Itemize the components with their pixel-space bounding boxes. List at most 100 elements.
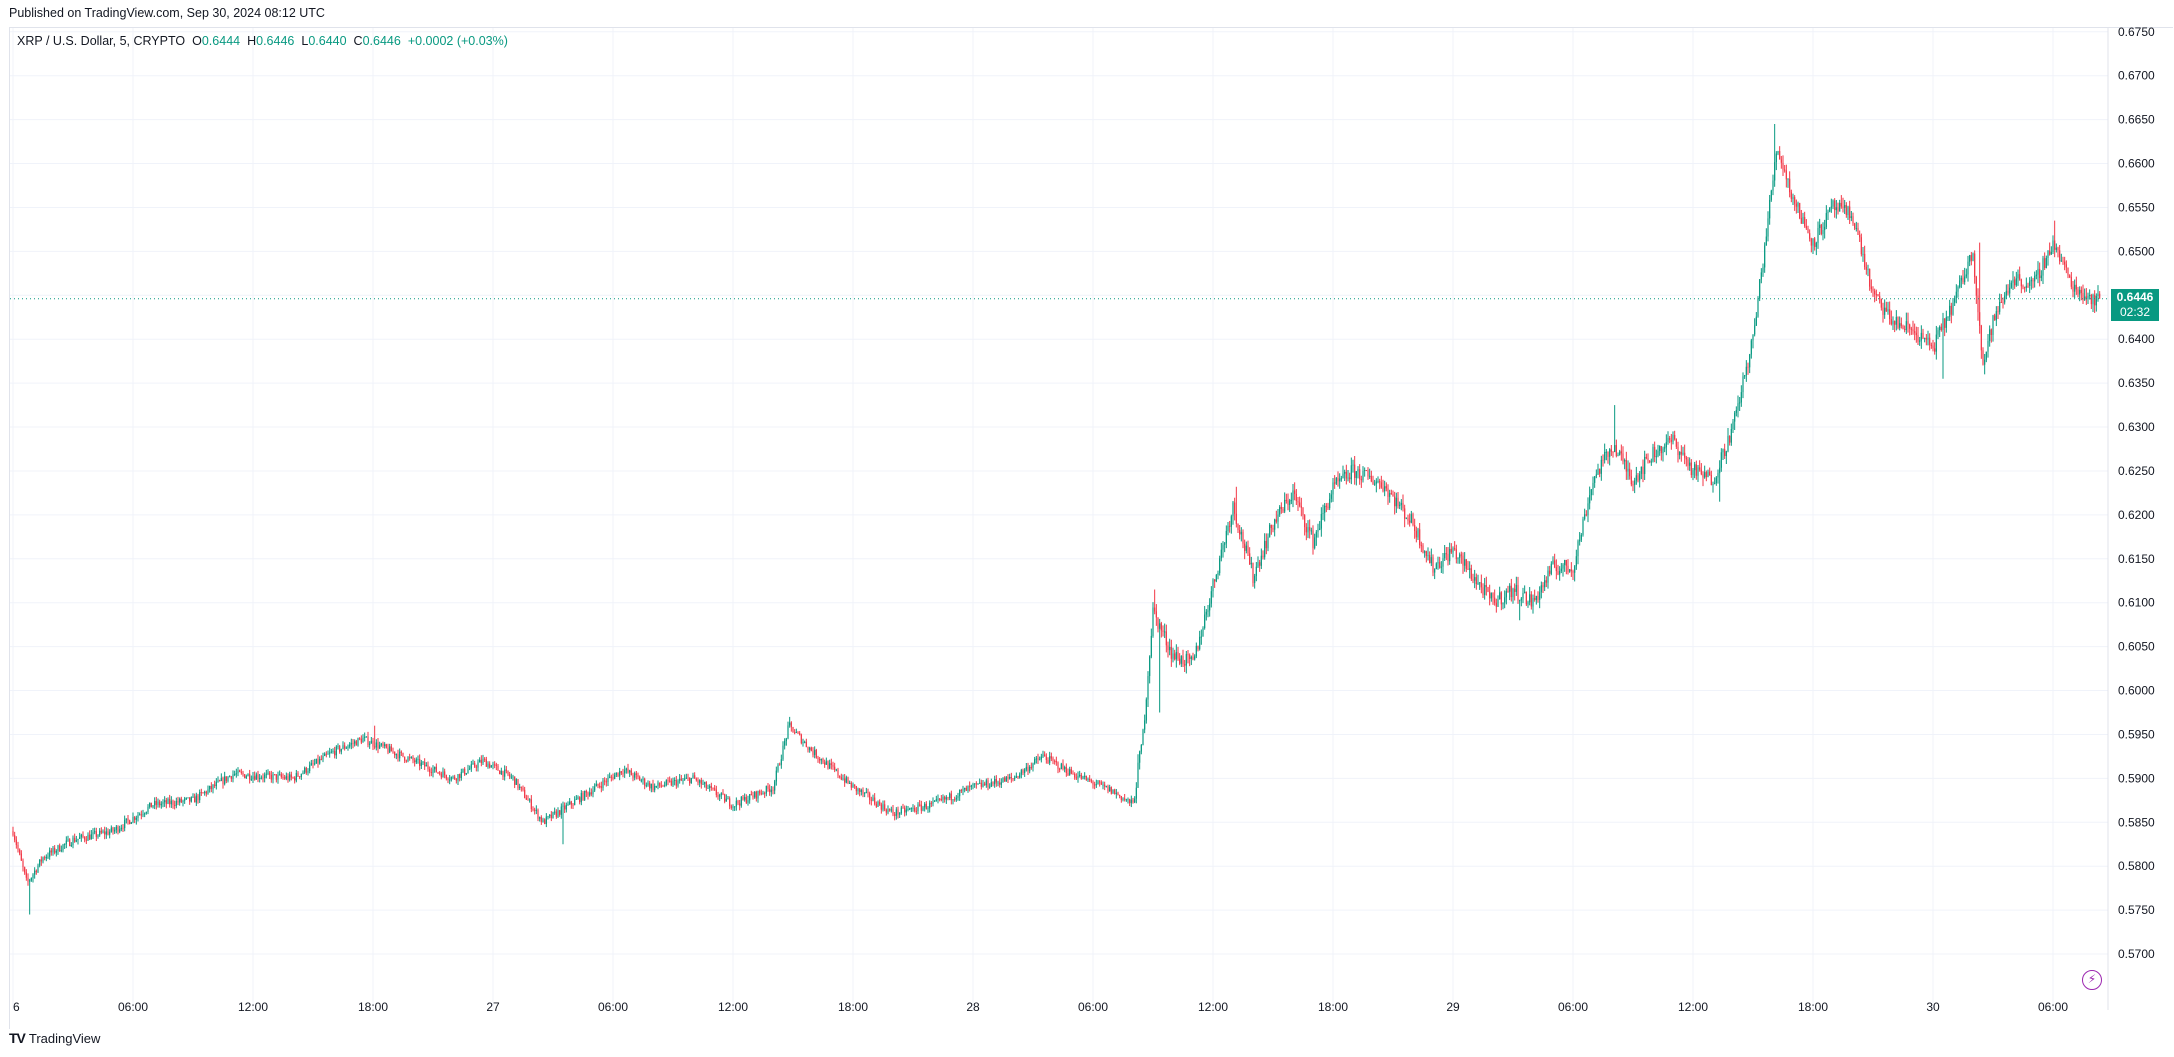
candle-body [2082, 293, 2084, 301]
candle-body [1670, 440, 1672, 442]
candle-body [1052, 758, 1054, 761]
candle-body [1775, 153, 1777, 163]
candle-body [1112, 789, 1114, 794]
candle-body [980, 782, 982, 787]
candle-body [894, 814, 896, 816]
candle-body [117, 826, 119, 832]
candle-body [135, 817, 137, 820]
candle-body [2024, 287, 2026, 289]
candle-body [1485, 585, 1487, 588]
candle-body [787, 725, 789, 739]
candle-body [1714, 483, 1716, 485]
candle-body [865, 791, 867, 793]
candle-body [1039, 759, 1041, 761]
candle-body [2005, 290, 2007, 296]
candle-body [900, 807, 902, 814]
candle-body [585, 790, 587, 793]
candle-body [664, 785, 666, 787]
candle-body [762, 792, 764, 794]
candle-body [1182, 656, 1184, 665]
candle-body [2054, 240, 2056, 250]
candle-body [1035, 758, 1037, 760]
candle-body [12, 831, 14, 836]
candle-body [567, 804, 569, 806]
candle-body [294, 777, 296, 781]
tradingview-brand[interactable]: TV TradingView [9, 1030, 100, 1046]
candle-body [1735, 410, 1737, 413]
candle-body [255, 774, 257, 780]
candle-body [689, 777, 691, 784]
candle-body [1194, 656, 1196, 660]
candle-body [977, 783, 979, 785]
candle-body [1977, 295, 1979, 313]
candle-body [19, 849, 21, 854]
candle-body [725, 798, 727, 802]
candle-body [312, 763, 314, 765]
candle-body [542, 819, 544, 823]
candle-body [282, 776, 284, 778]
candle-body [1170, 646, 1172, 659]
candle-body [402, 752, 404, 757]
candle-body [647, 782, 649, 786]
candle-body [1589, 495, 1591, 504]
candle-body [2075, 284, 2077, 290]
candle-body [1845, 205, 1847, 216]
candle-body [445, 775, 447, 779]
lightning-icon[interactable]: ⚡ [2082, 970, 2102, 990]
candle-body [2000, 301, 2002, 303]
candle-body [1292, 490, 1294, 501]
candle-body [1364, 470, 1366, 472]
candle-body [1915, 332, 1917, 336]
candle-body [1359, 469, 1361, 480]
candle-body [2014, 279, 2016, 286]
candle-body [1215, 574, 1217, 582]
candle-body [759, 791, 761, 794]
candle-body [1960, 277, 1962, 281]
candle-body [685, 777, 687, 779]
candle-body [1564, 559, 1566, 565]
candle-body [57, 845, 59, 852]
candle-body [465, 773, 467, 775]
candle-body [514, 776, 516, 785]
candle-body [1747, 366, 1749, 368]
candle-body [392, 751, 394, 753]
symbol-legend[interactable]: XRP / U.S. Dollar, 5, CRYPTO O0.6444 H0.… [17, 34, 508, 48]
candle-body [1157, 617, 1159, 629]
candle-body [1912, 329, 1914, 332]
candle-body [457, 774, 459, 781]
candle-body [419, 759, 421, 766]
candle-body [1379, 481, 1381, 483]
candle-body [2009, 287, 2011, 294]
candle-body [1259, 562, 1261, 566]
candle-body [834, 766, 836, 770]
candle-body [1125, 799, 1127, 801]
candle-body [482, 758, 484, 764]
candle-body [777, 764, 779, 771]
candle-body [920, 804, 922, 811]
candle-body [1075, 777, 1077, 779]
candle-body [1422, 545, 1424, 553]
candle-body [492, 764, 494, 766]
brand-name: TradingView [28, 1030, 101, 1046]
candle-body [1285, 499, 1287, 501]
candle-body [1654, 446, 1656, 457]
candle-body [175, 801, 177, 806]
candle-body [1637, 475, 1639, 481]
candle-body [720, 793, 722, 796]
candle-body [244, 774, 246, 779]
candle-body [1514, 588, 1516, 592]
candle-body [2045, 257, 2047, 269]
candle-body [1577, 541, 1579, 557]
candle-body [1739, 402, 1741, 404]
candle-body [549, 814, 551, 817]
candle-body [749, 794, 751, 801]
candle-body [1934, 348, 1936, 352]
candle-body [165, 800, 167, 804]
candle-body [302, 772, 304, 774]
candle-body [40, 859, 42, 862]
candle-body [1789, 178, 1791, 193]
candle-body [1935, 334, 1937, 352]
candle-body [1212, 579, 1214, 592]
candle-body [1852, 216, 1854, 224]
